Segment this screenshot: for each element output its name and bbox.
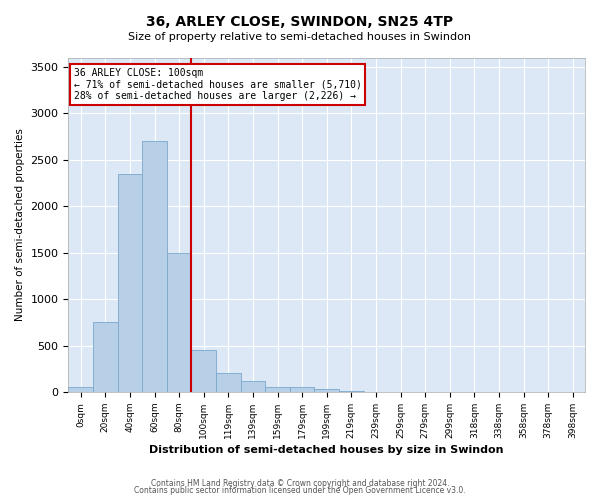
Text: Contains public sector information licensed under the Open Government Licence v3: Contains public sector information licen… [134,486,466,495]
Text: Size of property relative to semi-detached houses in Swindon: Size of property relative to semi-detach… [128,32,472,42]
X-axis label: Distribution of semi-detached houses by size in Swindon: Distribution of semi-detached houses by … [149,445,504,455]
Bar [93,322,118,392]
Bar [290,388,314,392]
Bar [142,141,167,392]
Bar [118,174,142,392]
Bar [167,252,191,392]
Bar [241,381,265,392]
Text: Contains HM Land Registry data © Crown copyright and database right 2024.: Contains HM Land Registry data © Crown c… [151,478,449,488]
Bar [339,391,364,392]
Bar [191,350,216,392]
Bar [68,388,93,392]
Bar [216,374,241,392]
Bar [265,388,290,392]
Y-axis label: Number of semi-detached properties: Number of semi-detached properties [15,128,25,321]
Bar [314,389,339,392]
Text: 36 ARLEY CLOSE: 100sqm
← 71% of semi-detached houses are smaller (5,710)
28% of : 36 ARLEY CLOSE: 100sqm ← 71% of semi-det… [74,68,361,100]
Text: 36, ARLEY CLOSE, SWINDON, SN25 4TP: 36, ARLEY CLOSE, SWINDON, SN25 4TP [146,15,454,29]
